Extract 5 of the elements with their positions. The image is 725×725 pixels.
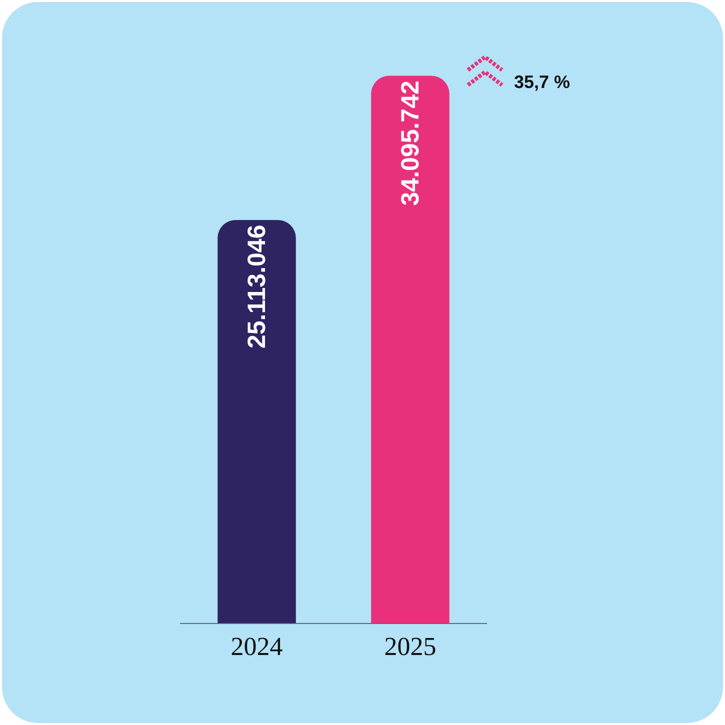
data-label: 34.095.742 [396,80,424,206]
x-tick-label: 2025 [384,632,436,662]
text: 35,7 % [514,72,570,92]
data-label: 25.113.046 [242,224,271,349]
x-tick-label: 2024 [230,632,283,662]
